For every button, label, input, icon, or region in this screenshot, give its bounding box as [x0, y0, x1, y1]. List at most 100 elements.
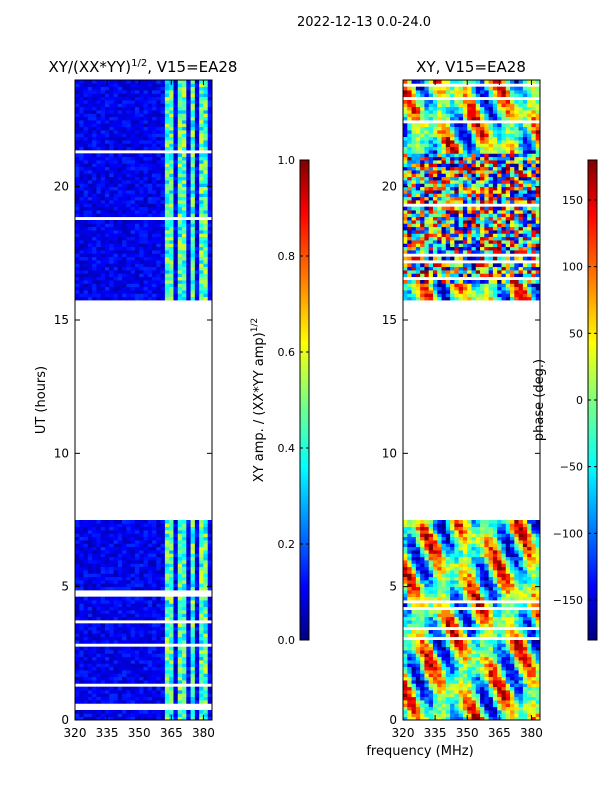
heat-cell	[134, 696, 140, 701]
heat-cell	[199, 180, 204, 184]
heat-cell	[113, 530, 119, 534]
heat-cell	[100, 180, 106, 184]
heat-cell	[177, 226, 183, 231]
heat-cell	[514, 700, 519, 704]
heat-cell	[75, 523, 80, 528]
heat-cell	[182, 120, 187, 124]
heat-cell	[535, 676, 541, 681]
heat-cell	[450, 653, 455, 658]
heat-cell	[194, 236, 200, 241]
heat-cell	[173, 613, 179, 618]
heat-cell	[194, 286, 200, 291]
heat-cell	[173, 566, 179, 571]
heat-cell	[169, 183, 174, 188]
heat-cell	[87, 636, 93, 641]
heat-cell	[130, 600, 136, 604]
heat-cell	[190, 180, 196, 184]
heat-cell	[104, 173, 110, 178]
heat-cell	[203, 686, 209, 691]
heat-cell	[173, 293, 179, 298]
heat-cell	[169, 666, 174, 671]
heat-cell	[203, 543, 209, 548]
heat-cell	[169, 256, 174, 261]
heat-cell	[203, 640, 209, 644]
heat-cell	[75, 283, 80, 288]
heat-cell	[415, 653, 421, 658]
heat-cell	[96, 596, 102, 601]
heat-cell	[126, 606, 132, 611]
heat-cell	[83, 550, 89, 554]
heat-cell	[203, 626, 209, 631]
heat-cell	[203, 536, 209, 541]
heat-cell	[126, 256, 132, 261]
heat-cell	[527, 700, 532, 704]
heat-cell	[134, 646, 140, 651]
heat-cell	[87, 650, 93, 654]
heat-cell	[164, 230, 170, 234]
heat-cell	[130, 156, 136, 161]
heat-cell	[501, 673, 507, 678]
heat-cell	[531, 646, 537, 651]
heat-cell	[122, 140, 127, 144]
heat-cell	[130, 173, 136, 178]
heat-cell	[147, 183, 153, 188]
heat-cell	[190, 146, 196, 151]
heat-cell	[126, 173, 132, 178]
heat-cell	[104, 126, 110, 131]
heat-cell	[518, 603, 524, 608]
heat-cell	[87, 716, 93, 721]
heat-cell	[160, 713, 166, 718]
heat-cell	[113, 566, 119, 571]
heat-cell	[96, 106, 102, 111]
heat-cell	[92, 103, 97, 108]
heat-cell	[458, 643, 464, 648]
heat-cell	[203, 86, 209, 91]
heat-cell	[87, 110, 93, 114]
heat-cell	[199, 263, 204, 268]
heat-cell	[87, 213, 93, 218]
heat-cell	[83, 586, 89, 591]
heat-cell	[203, 266, 209, 271]
heat-cell	[152, 243, 157, 248]
heat-cell	[126, 220, 132, 224]
heat-cell	[458, 653, 464, 658]
heat-cell	[207, 243, 213, 248]
heat-cell	[471, 663, 477, 668]
heat-cell	[83, 713, 89, 718]
heat-cell	[467, 596, 472, 601]
heat-cell	[117, 613, 123, 618]
heat-cell	[83, 123, 89, 128]
heat-cell	[437, 696, 442, 701]
heat-cell	[462, 640, 468, 644]
heat-cell	[471, 690, 477, 694]
heat-cell	[83, 226, 89, 231]
heat-cell	[113, 256, 119, 261]
heat-cell	[492, 613, 498, 618]
heat-cell	[207, 250, 213, 254]
heat-cell	[441, 716, 447, 721]
heat-cell	[152, 566, 157, 571]
heat-cell	[199, 166, 204, 171]
heat-cell	[126, 570, 132, 574]
heat-cell	[173, 656, 179, 661]
heat-cell	[177, 533, 183, 538]
heat-cell	[164, 580, 170, 584]
heat-cell	[96, 200, 102, 204]
heat-cell	[164, 263, 170, 268]
heat-cell	[535, 586, 541, 591]
heat-cell	[454, 713, 460, 718]
heat-cell	[160, 596, 166, 601]
heat-cell	[194, 220, 200, 224]
heat-cell	[437, 656, 442, 661]
heat-cell	[207, 170, 213, 174]
heat-cell	[462, 713, 468, 718]
heat-cell	[147, 716, 153, 721]
heat-cell	[117, 113, 123, 118]
heat-cell	[134, 156, 140, 161]
heat-cell	[488, 610, 494, 614]
heat-cell	[182, 596, 187, 601]
heat-cell	[186, 550, 191, 554]
heat-cell	[522, 673, 528, 678]
heat-cell	[518, 596, 524, 601]
heat-cell	[190, 673, 196, 678]
